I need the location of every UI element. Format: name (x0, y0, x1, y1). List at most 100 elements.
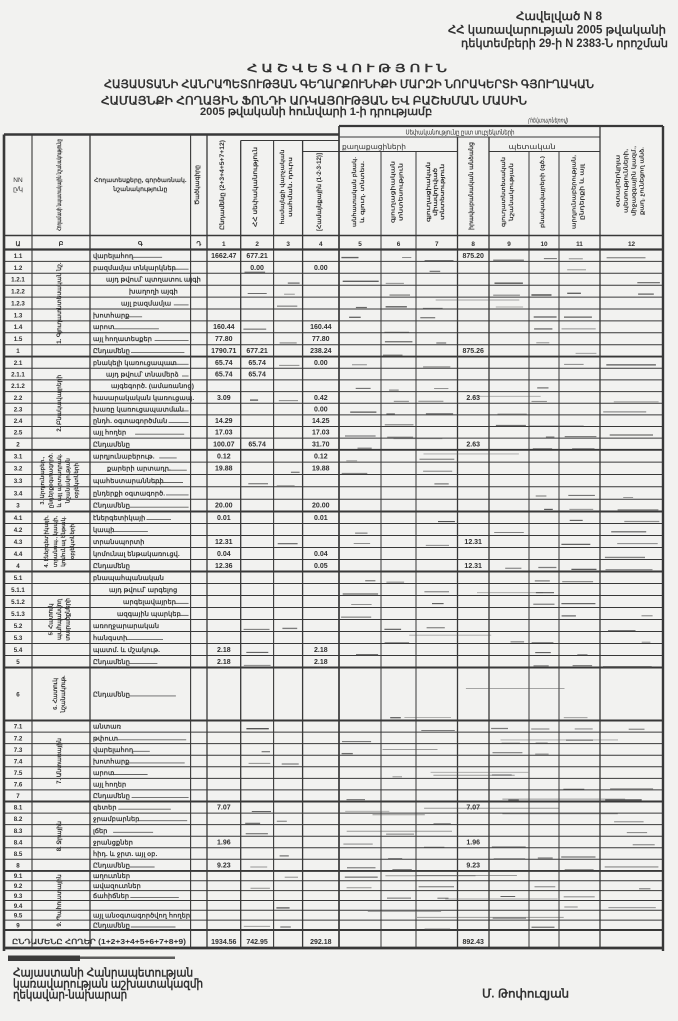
svg-text:այդ թվում՝ պտղատու այգի: այդ թվում՝ պտղատու այգի (106, 275, 201, 284)
svg-text:12.31: 12.31 (464, 563, 482, 570)
svg-text:1.96: 1.96 (466, 839, 480, 846)
svg-text:Գ: Գ (138, 241, 143, 248)
svg-text:9.4: 9.4 (14, 903, 23, 910)
svg-text:գյուղատնտեսական: գյուղատնտեսական (500, 156, 507, 227)
svg-text:ՀԱՄԱՅՆՔԻ ՀՈՂԱՅԻՆ ՖՈՆԴԻ ԱՌԿԱՅՈՒ: ՀԱՄԱՅՆՔԻ ՀՈՂԱՅԻՆ ՖՈՆԴԻ ԱՌԿԱՅՈՒԹՅԱՆ ԵՎ ԲԱ… (101, 95, 528, 108)
svg-text:20.00: 20.00 (215, 503, 233, 510)
svg-text:համայնքի վարչական: համայնքի վարչական (278, 149, 286, 225)
svg-text:[Համայնքային (1-2-3-12)]: [Համայնքային (1-2-3-12)] (316, 153, 323, 231)
svg-text:արդյունաբերութ.: արդյունաբերութ. (93, 452, 155, 460)
svg-text:թփուտ: թփուտ (93, 734, 119, 742)
svg-text:0.00: 0.00 (250, 265, 264, 272)
svg-text:3. Արդյունաբեր.,: 3. Արդյունաբեր., (39, 456, 46, 504)
svg-text:Ընդամենը: Ընդամենը (93, 922, 130, 930)
svg-text:9. Պահուստային: 9. Պահուստային (55, 874, 63, 926)
svg-text:9.5: 9.5 (14, 913, 23, 920)
svg-text:4.1: 4.1 (14, 515, 23, 522)
svg-text:դեկտեմբերի 29-ի N 2383-Ն որոշմ: դեկտեմբերի 29-ի N 2383-Ն որոշման (461, 37, 668, 50)
svg-text:պահպանվող: պահպանվող (55, 598, 63, 640)
svg-text:հասարակական կառուցապ.: հասարակական կառուցապ. (93, 393, 194, 402)
svg-text:65.74: 65.74 (215, 360, 233, 367)
svg-text:8: 8 (471, 241, 475, 248)
svg-text:0.00: 0.00 (314, 360, 328, 367)
svg-text:1.96: 1.96 (217, 839, 231, 846)
svg-text:0.01: 0.01 (314, 515, 328, 522)
svg-text:2.18: 2.18 (314, 647, 328, 654)
svg-text:77.80: 77.80 (215, 336, 233, 343)
svg-text:օտարերկրյա: օտարերկրյա (616, 155, 622, 207)
svg-text:այլ հողատեսքեր: այլ հողատեսքեր (93, 334, 152, 343)
svg-text:Ընդամենը: Ընդամենը (93, 658, 130, 666)
svg-text:քաղ. չունեցող անձ.: քաղ. չունեցող անձ. (640, 146, 646, 216)
svg-text:Ընդամենը (2+3+4+5+7+12): Ընդամենը (2+3+4+5+7+12) (219, 140, 226, 230)
svg-text:Ընդամենը: Ընդամենը (93, 690, 130, 698)
svg-text:2.5: 2.5 (14, 430, 23, 437)
svg-text:9: 9 (16, 923, 20, 930)
svg-text:տրանսպ., կապի,: տրանսպ., կապի, (52, 515, 59, 567)
svg-text:8. Ջրային: 8. Ջրային (56, 821, 63, 851)
svg-text:աղուտներ: աղուտներ (93, 872, 130, 880)
svg-text:3.1: 3.1 (14, 453, 23, 460)
svg-text:2.63: 2.63 (466, 395, 480, 402)
svg-text:238.24: 238.24 (310, 348, 332, 355)
svg-text:6: 6 (16, 691, 20, 698)
svg-text:Բ: Բ (59, 241, 64, 248)
svg-text:և գյուղ. տնտես.: և գյուղ. տնտես. (359, 160, 366, 223)
svg-text:միավորված: միավորված (433, 168, 439, 216)
svg-text:այդ թվում՝ արգելոց: այդ թվում՝ արգելոց (109, 585, 177, 594)
svg-text:ավազուտներ: ավազուտներ (93, 882, 141, 890)
svg-text:2.18: 2.18 (314, 659, 328, 666)
svg-text:2.63: 2.63 (466, 441, 480, 448)
svg-text:վարելահող: վարելահող (93, 251, 134, 260)
svg-text:ը/կ: ը/կ (13, 185, 23, 193)
svg-text:հանգստի: հանգստի (93, 633, 127, 642)
svg-text:5.1: 5.1 (14, 575, 23, 582)
svg-text:5.3: 5.3 (14, 635, 23, 642)
svg-text:7: 7 (435, 241, 439, 248)
svg-text:արոտ: արոտ (93, 770, 115, 777)
svg-text:իրավաբանական անձանց: իրավաբանական անձանց (468, 142, 475, 230)
svg-text:արգելավայրեր: արգելավայրեր (123, 598, 176, 606)
svg-text:Դ: Դ (196, 241, 201, 248)
svg-text:կապի: կապի (93, 526, 115, 534)
svg-text:3.09: 3.09 (217, 395, 231, 402)
svg-text:1. Գյուղատնտեսական նշ.: 1. Գյուղատնտեսական նշ. (56, 262, 63, 344)
svg-text:նշանակութ.: նշանակութ. (60, 675, 67, 714)
svg-text:1.2: 1.2 (14, 265, 23, 272)
svg-text:5.2: 5.2 (14, 623, 23, 630)
svg-text:օբյեկտների: օբյեկտների (73, 463, 80, 499)
svg-text:4.4: 4.4 (14, 551, 23, 558)
svg-text:3.4: 3.4 (14, 490, 23, 497)
svg-text:տնտեսություն: տնտեսություն (440, 164, 446, 220)
svg-text:160.44: 160.44 (213, 324, 235, 331)
svg-text:65.74: 65.74 (248, 441, 266, 448)
svg-text:3: 3 (16, 503, 20, 510)
svg-text:1.2.1: 1.2.1 (11, 277, 25, 284)
svg-text:65.74: 65.74 (215, 372, 233, 379)
svg-text:19.88: 19.88 (312, 466, 330, 473)
svg-text:գետեր: գետեր (93, 804, 117, 812)
svg-text:2: 2 (16, 441, 20, 448)
svg-text:նշանակության: նշանակության (65, 458, 72, 504)
svg-text:այդ թվում՝ տնամերձ: այդ թվում՝ տնամերձ (106, 370, 179, 379)
svg-text:14.25: 14.25 (312, 418, 330, 425)
svg-text:1.4: 1.4 (14, 324, 23, 331)
svg-text:ջրամբարներ: ջրամբարներ (93, 815, 139, 823)
svg-text:7.6: 7.6 (14, 782, 23, 789)
svg-text:677.21: 677.21 (246, 253, 268, 260)
svg-text:ընդերքի օգտագործ.: ընդերքի օգտագործ. (93, 489, 165, 497)
svg-text:2.1.2: 2.1.2 (11, 383, 25, 390)
svg-text:Մ. Թոփուզյան: Մ. Թոփուզյան (482, 987, 569, 1001)
svg-text:ջրանցքներ: ջրանցքներ (93, 838, 133, 846)
svg-text:ղեկավար-նախարար: ղեկավար-նախարար (13, 988, 127, 1002)
svg-text:խառը կառուցապատման: խառը կառուցապատման (93, 405, 184, 413)
svg-text:65.74: 65.74 (248, 372, 266, 379)
svg-text:Հ Ա Շ Վ Ե Տ Վ Ո Ւ Թ Յ Ո Ւ Ն: Հ Ա Շ Վ Ե Տ Վ Ո Ւ Թ Յ Ո Ւ Ն (247, 63, 447, 75)
svg-text:կառավարության աշխատակազմի: կառավարության աշխատակազմի (13, 977, 203, 991)
svg-text:գյուղացիական: գյուղացիական (426, 162, 432, 222)
svg-text:5.1.3: 5.1.3 (11, 611, 25, 618)
svg-text:0.12: 0.12 (314, 453, 328, 460)
svg-text:2.1: 2.1 (14, 360, 23, 367)
svg-text:2.2: 2.2 (14, 395, 23, 402)
svg-text:բնակավայրերի (գծ.): բնակավայրերի (գծ.) (539, 156, 546, 228)
